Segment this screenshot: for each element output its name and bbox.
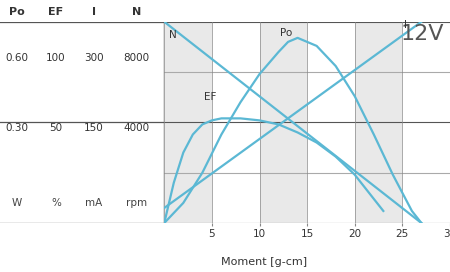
Text: I: I (92, 7, 95, 17)
Text: EF: EF (204, 92, 216, 102)
Text: 4000: 4000 (123, 123, 149, 134)
Text: 0.30: 0.30 (5, 123, 28, 134)
Text: 8000: 8000 (123, 53, 149, 63)
Text: I: I (404, 20, 407, 30)
Text: 0.60: 0.60 (5, 53, 28, 63)
Text: Po: Po (9, 7, 24, 17)
Bar (164, 22, 212, 223)
Text: 12V: 12V (401, 24, 444, 44)
Bar (260, 22, 307, 223)
Text: Po: Po (280, 28, 293, 38)
Text: 150: 150 (84, 123, 104, 134)
Text: N: N (169, 30, 177, 40)
Text: 50: 50 (50, 123, 63, 134)
Text: 100: 100 (46, 53, 66, 63)
Text: rpm: rpm (126, 198, 147, 208)
Text: N: N (132, 7, 141, 17)
Text: W: W (11, 198, 22, 208)
Text: mA: mA (85, 198, 102, 208)
Bar (355, 22, 402, 223)
Text: 300: 300 (84, 53, 104, 63)
Text: Moment [g-cm]: Moment [g-cm] (221, 256, 307, 267)
Text: %: % (51, 198, 61, 208)
Text: EF: EF (48, 7, 63, 17)
